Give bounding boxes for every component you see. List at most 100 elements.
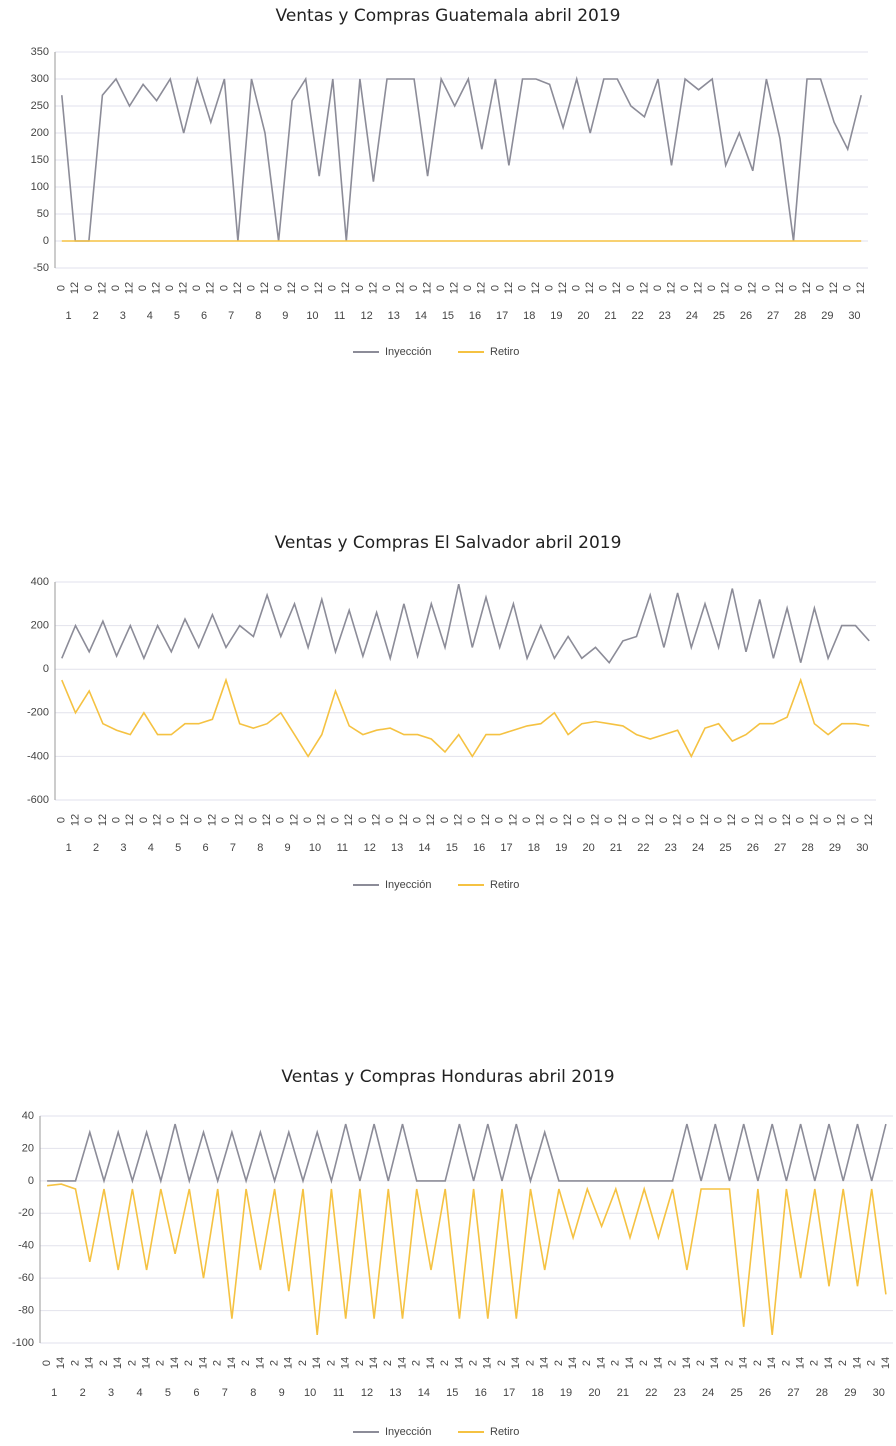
x-tick-label: 0	[521, 817, 533, 823]
x-tick-label: 2	[354, 1360, 366, 1366]
x-tick-label: 0	[272, 285, 284, 291]
x-tick-label: 14	[766, 1357, 778, 1369]
x-tick-label: 2	[837, 1360, 849, 1366]
x-tick-label: 12	[671, 814, 683, 826]
x-tick-label: 12	[855, 282, 867, 294]
day-label: 13	[391, 842, 403, 854]
x-tick-label: 12	[340, 282, 352, 294]
x-tick-label: 14	[141, 1357, 153, 1369]
x-tick-label: 2	[155, 1360, 167, 1366]
day-label: 10	[304, 1387, 316, 1399]
day-label: 5	[175, 842, 181, 854]
y-tick-label: 0	[43, 663, 49, 675]
x-tick-label: 2	[468, 1360, 480, 1366]
x-tick-label: 12	[720, 282, 732, 294]
day-label: 25	[713, 310, 725, 322]
x-tick-label: 12	[754, 814, 766, 826]
x-tick-label: 2	[752, 1360, 764, 1366]
day-label: 20	[588, 1387, 600, 1399]
day-label: 8	[250, 1387, 256, 1399]
x-tick-label: 0	[110, 285, 122, 291]
x-tick-label: 14	[567, 1357, 579, 1369]
y-tick-label: 250	[31, 100, 49, 112]
x-tick-label: 14	[652, 1357, 664, 1369]
day-label: 3	[120, 842, 126, 854]
x-tick-label: 12	[398, 814, 410, 826]
day-label: 21	[604, 310, 616, 322]
x-tick-label: 12	[828, 282, 840, 294]
x-tick-label: 0	[842, 285, 854, 291]
x-tick-label: 14	[595, 1357, 607, 1369]
x-tick-label: 14	[283, 1357, 295, 1369]
y-tick-label: 0	[28, 1175, 34, 1187]
x-tick-label: 12	[863, 814, 875, 826]
x-tick-label: 12	[367, 282, 379, 294]
day-label: 23	[665, 842, 677, 854]
day-label: 26	[747, 842, 759, 854]
y-tick-label: -20	[18, 1207, 34, 1219]
day-label: 26	[740, 310, 752, 322]
day-label: 20	[583, 842, 595, 854]
x-tick-label: 0	[138, 817, 150, 823]
x-tick-label: 12	[638, 282, 650, 294]
x-tick-label: 12	[535, 814, 547, 826]
day-label: 6	[202, 842, 208, 854]
legend-label: Retiro	[490, 1426, 519, 1438]
x-tick-label: 0	[354, 285, 366, 291]
day-label: 13	[388, 310, 400, 322]
x-tick-label: 2	[325, 1360, 337, 1366]
x-tick-label: 12	[557, 282, 569, 294]
x-tick-label: 0	[300, 285, 312, 291]
x-tick-label: 2	[297, 1360, 309, 1366]
chart-title: Ventas y Compras Honduras abril 2019	[281, 1067, 614, 1087]
x-tick-label: 2	[268, 1360, 280, 1366]
y-tick-label: -400	[27, 750, 49, 762]
x-tick-label: 12	[394, 282, 406, 294]
day-label: 19	[550, 310, 562, 322]
x-tick-label: 14	[624, 1357, 636, 1369]
series-line	[47, 1123, 887, 1184]
day-label: 5	[165, 1387, 171, 1399]
day-label: 9	[282, 310, 288, 322]
day-label: 10	[306, 310, 318, 322]
x-tick-label: 0	[685, 817, 697, 823]
y-tick-label: -40	[18, 1240, 34, 1252]
y-tick-label: 400	[31, 576, 49, 588]
x-tick-label: 12	[589, 814, 601, 826]
day-label: 12	[364, 842, 376, 854]
day-label: 30	[848, 310, 860, 322]
x-tick-label: 0	[165, 817, 177, 823]
day-label: 30	[856, 842, 868, 854]
x-tick-label: 0	[462, 285, 474, 291]
day-label: 11	[337, 842, 348, 854]
x-tick-label: 12	[288, 814, 300, 826]
x-tick-label: 0	[329, 817, 341, 823]
x-tick-label: 14	[823, 1357, 835, 1369]
day-label: 25	[730, 1387, 742, 1399]
x-tick-label: 2	[524, 1360, 536, 1366]
day-label: 25	[719, 842, 731, 854]
y-tick-label: -100	[12, 1337, 34, 1349]
day-label: 23	[674, 1387, 686, 1399]
x-tick-label: 0	[658, 817, 670, 823]
x-tick-label: 12	[562, 814, 574, 826]
x-tick-label: 12	[644, 814, 656, 826]
x-tick-label: 0	[247, 817, 259, 823]
x-tick-label: 0	[740, 817, 752, 823]
day-label: 22	[632, 310, 644, 322]
day-label: 5	[174, 310, 180, 322]
x-tick-label: 0	[408, 285, 420, 291]
day-label: 20	[577, 310, 589, 322]
x-tick-label: 0	[548, 817, 560, 823]
x-tick-label: 12	[836, 814, 848, 826]
x-tick-label: 0	[56, 817, 68, 823]
day-label: 22	[637, 842, 649, 854]
x-tick-label: 12	[151, 282, 163, 294]
day-label: 13	[389, 1387, 401, 1399]
x-tick-label: 2	[69, 1360, 81, 1366]
day-label: 28	[816, 1387, 828, 1399]
x-tick-label: 14	[453, 1357, 465, 1369]
legend-label: Inyección	[385, 346, 431, 358]
x-tick-label: 12	[123, 282, 135, 294]
x-tick-label: 0	[576, 817, 588, 823]
